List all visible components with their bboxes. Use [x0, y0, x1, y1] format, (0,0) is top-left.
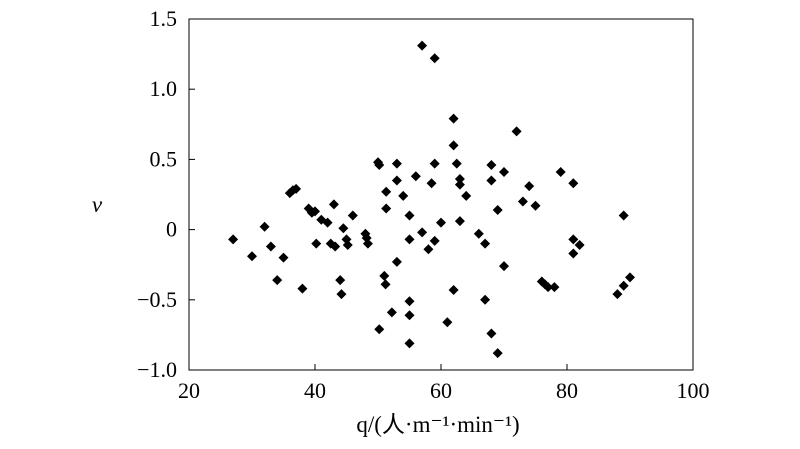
y-tick-label: 1.0 — [150, 76, 178, 101]
x-tick-label: 100 — [677, 378, 710, 403]
data-point — [228, 234, 239, 245]
data-point — [410, 171, 421, 182]
data-point — [480, 238, 491, 249]
data-point — [454, 174, 465, 185]
data-point — [380, 279, 391, 290]
data-point — [473, 228, 484, 239]
data-point — [362, 238, 373, 249]
data-point — [347, 210, 358, 221]
y-tick-label: 0.5 — [150, 146, 178, 171]
data-points — [228, 40, 635, 359]
data-point — [442, 317, 453, 328]
data-point — [311, 238, 322, 249]
y-tick-label: 1.5 — [150, 6, 178, 31]
data-point — [338, 223, 349, 234]
data-point — [335, 275, 346, 286]
data-point — [454, 216, 465, 227]
data-point — [391, 256, 402, 267]
data-point — [618, 210, 629, 221]
data-point — [379, 270, 390, 281]
data-point — [555, 167, 566, 178]
data-point — [625, 272, 635, 283]
x-tick-label: 60 — [430, 378, 452, 403]
data-point — [612, 289, 623, 300]
data-point — [336, 289, 347, 300]
data-point — [429, 53, 440, 64]
x-tick-label: 20 — [178, 378, 200, 403]
data-point — [492, 348, 503, 359]
data-point — [404, 338, 415, 349]
data-point — [272, 275, 283, 286]
y-tick-label: −1.0 — [137, 357, 177, 382]
data-point — [454, 179, 465, 190]
data-point — [568, 178, 579, 189]
x-axis-title: q/(人·m⁻¹·min⁻¹) — [356, 412, 519, 437]
data-point — [543, 282, 554, 293]
data-point — [568, 234, 579, 245]
data-point — [492, 204, 503, 215]
data-point — [259, 221, 270, 232]
data-point — [330, 241, 341, 252]
data-point — [310, 206, 320, 217]
y-tick-label: −0.5 — [137, 287, 177, 312]
data-point — [404, 310, 415, 321]
data-point — [381, 186, 392, 197]
data-point — [247, 251, 257, 262]
data-point — [618, 280, 629, 291]
data-point — [436, 217, 446, 228]
y-tick-label: 0 — [166, 217, 177, 242]
data-point — [448, 140, 459, 151]
data-point — [404, 234, 415, 245]
data-point — [398, 190, 409, 201]
data-point — [451, 158, 462, 169]
data-point — [530, 200, 541, 211]
data-point — [426, 178, 437, 189]
data-point — [429, 235, 440, 246]
data-point — [404, 296, 415, 307]
data-point — [417, 40, 428, 51]
data-point — [448, 113, 459, 124]
data-point — [278, 252, 289, 263]
data-point — [486, 175, 497, 186]
data-point — [486, 328, 497, 339]
data-point — [448, 284, 459, 295]
data-point — [480, 294, 491, 305]
x-tick-label: 80 — [556, 378, 578, 403]
data-point — [517, 196, 528, 207]
plot-area-border — [188, 18, 694, 371]
data-point — [265, 241, 276, 252]
data-point — [568, 248, 579, 259]
data-point — [374, 324, 385, 335]
data-point — [574, 240, 585, 251]
data-point — [549, 282, 560, 293]
axis-ticks — [188, 18, 694, 371]
data-point — [291, 183, 302, 194]
data-point — [381, 203, 392, 214]
data-point — [328, 199, 339, 210]
data-point — [391, 175, 402, 186]
data-point — [374, 160, 385, 171]
y-axis-title: v — [92, 192, 103, 217]
data-point — [423, 244, 434, 255]
data-point — [391, 158, 402, 169]
data-point — [386, 307, 397, 318]
data-point — [342, 240, 353, 251]
data-point — [429, 158, 440, 169]
data-point — [499, 261, 509, 272]
data-point — [417, 227, 428, 238]
data-point — [297, 283, 308, 294]
data-point — [486, 160, 497, 171]
data-point — [322, 217, 333, 228]
data-point — [404, 210, 415, 221]
x-tick-label: 40 — [304, 378, 326, 403]
data-point — [499, 167, 509, 178]
plot-frame — [188, 18, 694, 371]
data-point — [461, 190, 472, 201]
tick-labels: 20 40 60 80 100 −1.0 −0.5 0 0.5 1.0 1.5 — [137, 6, 709, 403]
data-point — [524, 181, 535, 192]
data-point — [511, 126, 522, 137]
